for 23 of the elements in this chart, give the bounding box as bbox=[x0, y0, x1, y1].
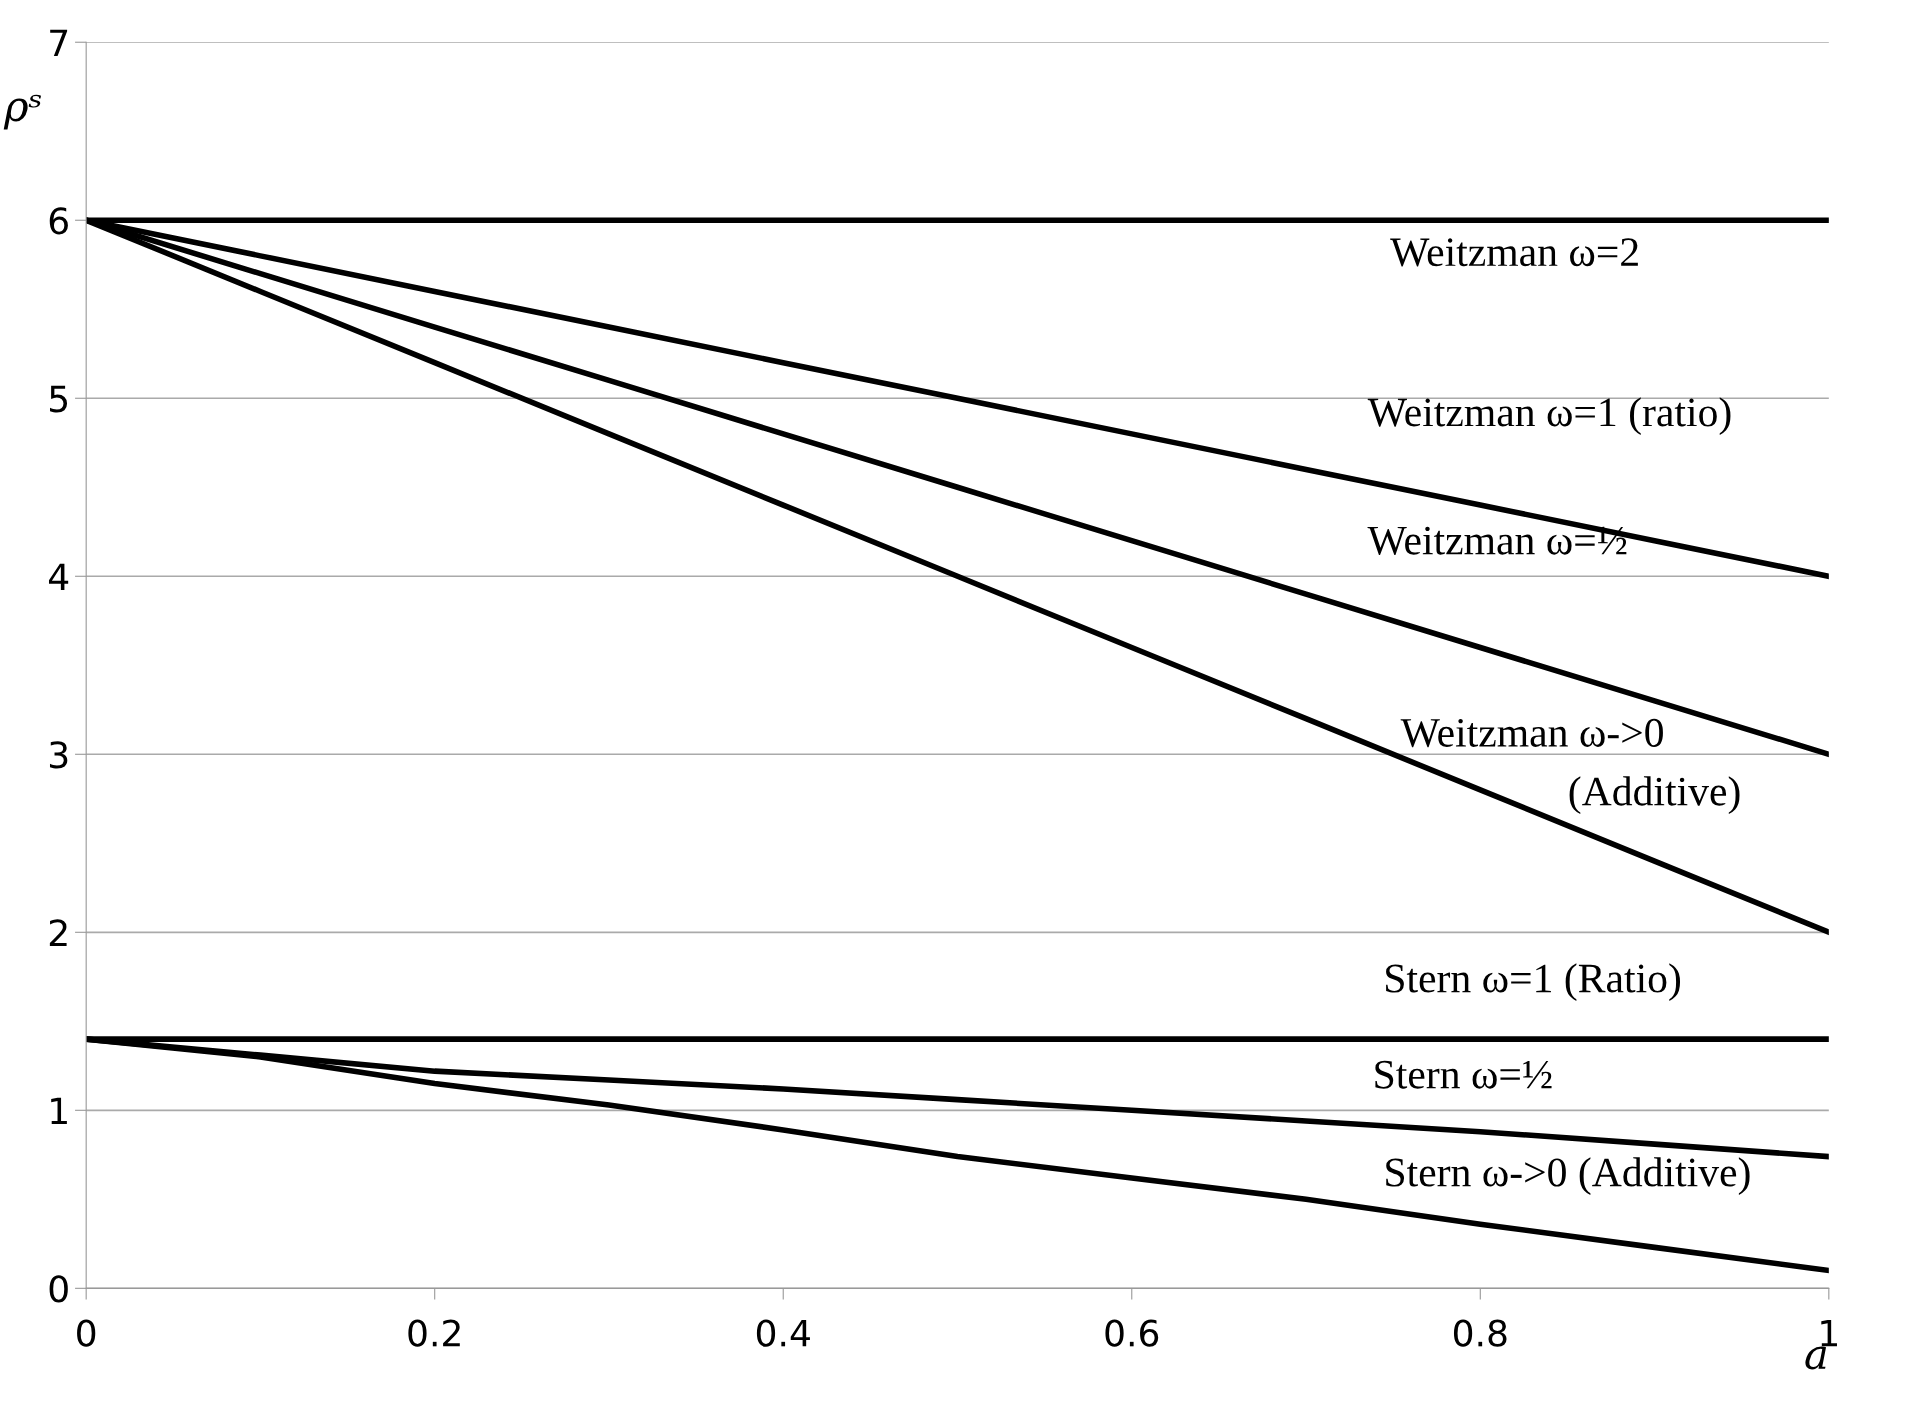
y-tick-label: 2 bbox=[49, 919, 67, 947]
y-tick-label: 7 bbox=[50, 29, 68, 56]
x-tick-label: 0.4 bbox=[756, 1319, 810, 1347]
annotation: Stern ω->0 (Additive) bbox=[1386, 1157, 1750, 1196]
y-tick-label: 3 bbox=[49, 741, 68, 769]
x-tick-label: 0.8 bbox=[1453, 1319, 1507, 1347]
y-tick-label: 4 bbox=[48, 563, 69, 590]
y-tick-label: 1 bbox=[51, 1097, 67, 1125]
annotation: Weitzman ω=1 (ratio) bbox=[1367, 397, 1731, 435]
x-tick-label: 0.6 bbox=[1105, 1319, 1159, 1347]
y-tick-label: 6 bbox=[49, 207, 68, 235]
annotation: Weitzman ω->0 bbox=[1400, 718, 1663, 748]
x-tick-label: 0 bbox=[77, 1319, 96, 1347]
annotation: (Additive) bbox=[1569, 776, 1740, 815]
annotation: Weitzman ω=2 bbox=[1390, 238, 1638, 267]
x-axis-title: a bbox=[1805, 1346, 1827, 1370]
annotation: Stern ω=1 (Ratio) bbox=[1386, 963, 1681, 1002]
x-tick-label: 1 bbox=[1821, 1319, 1837, 1347]
y-tick-label: 5 bbox=[50, 385, 68, 413]
annotation: Stern ω=½ bbox=[1375, 1060, 1552, 1089]
x-tick-label: 0.2 bbox=[408, 1319, 460, 1347]
y-tick-label: 0 bbox=[49, 1275, 68, 1303]
y-axis-title: ρˢ bbox=[3, 94, 41, 130]
